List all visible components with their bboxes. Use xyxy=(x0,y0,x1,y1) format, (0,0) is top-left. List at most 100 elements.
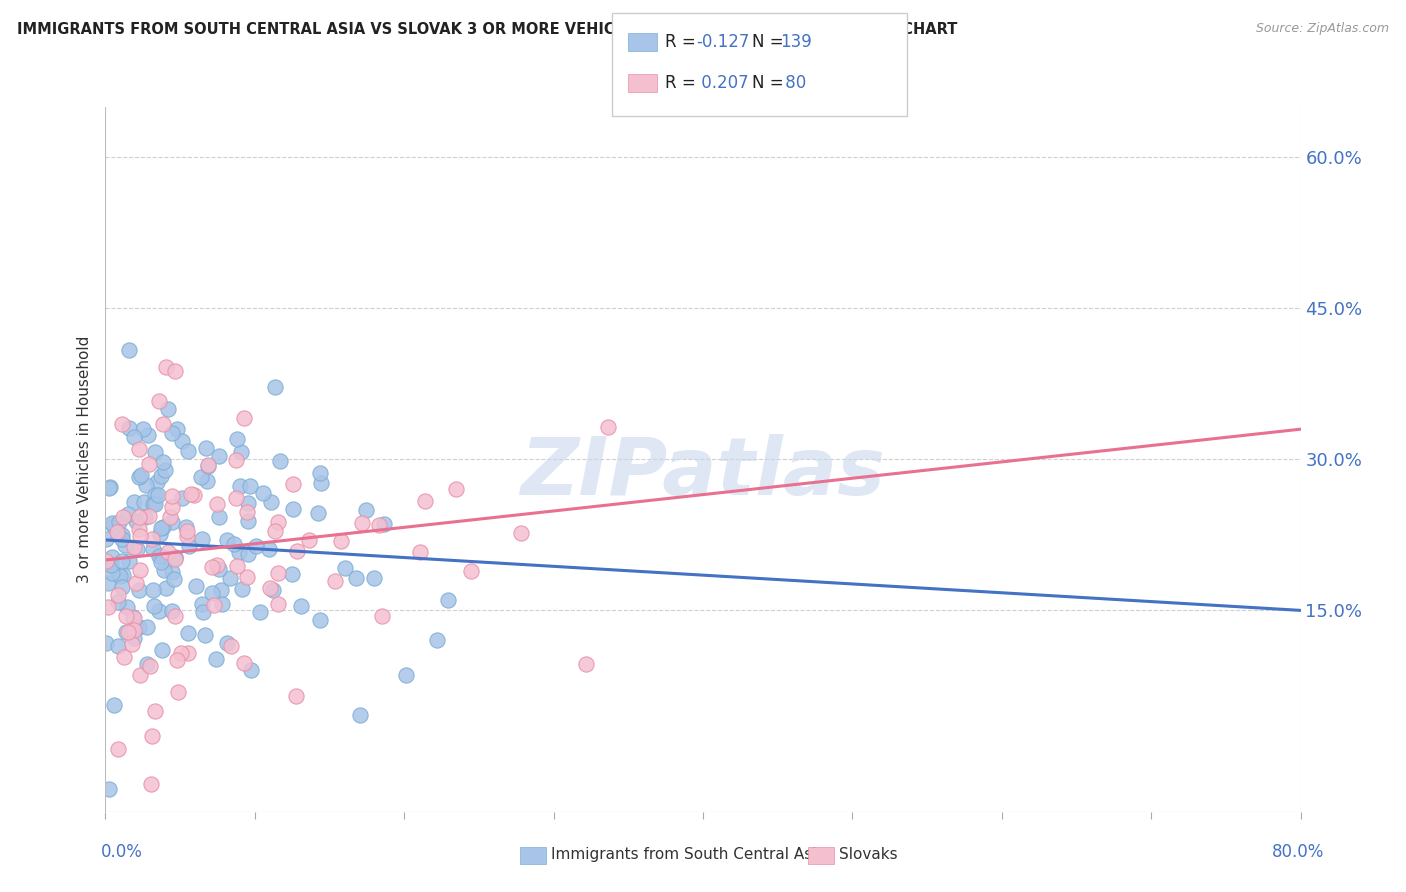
Point xyxy=(100,549,122,564)
Point xyxy=(236,515,259,529)
Point xyxy=(436,593,458,607)
Point xyxy=(202,598,225,612)
Point xyxy=(141,729,163,743)
Point xyxy=(107,515,129,529)
Point xyxy=(575,657,598,671)
Point xyxy=(349,708,371,723)
Point xyxy=(252,485,274,500)
Point xyxy=(197,458,219,473)
Point xyxy=(136,657,159,671)
Point xyxy=(156,545,179,559)
Point xyxy=(211,598,233,612)
Point xyxy=(124,495,146,509)
Point xyxy=(145,496,167,510)
Point xyxy=(107,595,129,609)
Point xyxy=(94,636,117,650)
Point xyxy=(177,626,200,640)
Point xyxy=(150,555,173,569)
Point xyxy=(112,649,135,664)
Point xyxy=(153,462,176,476)
Point xyxy=(101,516,124,531)
Point xyxy=(309,613,332,627)
Point xyxy=(122,541,145,555)
Point xyxy=(122,609,145,624)
Point xyxy=(225,491,247,505)
Point xyxy=(143,599,166,613)
Point xyxy=(235,570,257,584)
Point xyxy=(107,742,129,756)
Point xyxy=(166,653,188,667)
Point xyxy=(112,568,135,582)
Point xyxy=(139,777,162,791)
Point xyxy=(281,502,304,516)
Point xyxy=(191,532,214,546)
Point xyxy=(176,529,198,543)
Point xyxy=(215,533,238,547)
Point xyxy=(180,487,202,501)
Text: N =: N = xyxy=(752,74,789,92)
Point xyxy=(307,506,329,520)
Point xyxy=(191,597,214,611)
Point xyxy=(373,516,395,531)
Point xyxy=(235,506,257,520)
Point xyxy=(107,528,129,542)
Text: -0.127: -0.127 xyxy=(696,33,749,51)
Point xyxy=(257,542,280,557)
Point xyxy=(197,458,219,473)
Point xyxy=(101,517,124,532)
Point xyxy=(149,521,172,535)
Point xyxy=(111,580,134,594)
Point xyxy=(281,477,304,491)
Point xyxy=(184,579,207,593)
Point xyxy=(152,455,174,469)
Point xyxy=(218,571,240,585)
Point xyxy=(103,698,125,713)
Point xyxy=(166,422,188,436)
Point xyxy=(510,525,533,540)
Point xyxy=(238,496,260,510)
Point xyxy=(122,429,145,443)
Y-axis label: 3 or more Vehicles in Household: 3 or more Vehicles in Household xyxy=(76,335,91,583)
Point xyxy=(117,624,139,639)
Text: N =: N = xyxy=(752,33,789,51)
Text: 80.0%: 80.0% xyxy=(1272,843,1324,861)
Point xyxy=(128,522,150,536)
Point xyxy=(148,604,170,618)
Point xyxy=(298,533,321,547)
Point xyxy=(146,475,169,489)
Point xyxy=(228,545,250,559)
Point xyxy=(114,538,136,552)
Point xyxy=(128,620,150,634)
Point xyxy=(107,588,129,602)
Text: 139: 139 xyxy=(780,33,813,51)
Point xyxy=(176,443,198,458)
Point xyxy=(205,652,228,666)
Point xyxy=(149,469,172,483)
Point xyxy=(143,704,166,718)
Point xyxy=(269,454,291,468)
Point xyxy=(98,480,121,494)
Point xyxy=(122,610,145,624)
Point xyxy=(150,642,173,657)
Point xyxy=(267,597,290,611)
Point xyxy=(225,559,247,574)
Point xyxy=(162,573,184,587)
Point xyxy=(115,609,138,624)
Point xyxy=(135,620,157,634)
Point xyxy=(98,482,121,496)
Point xyxy=(231,445,253,459)
Point xyxy=(363,572,385,586)
Point xyxy=(170,434,193,448)
Point xyxy=(179,539,201,553)
Point xyxy=(152,417,174,432)
Point xyxy=(259,581,281,595)
Point xyxy=(267,566,290,581)
Point xyxy=(208,562,231,576)
Point xyxy=(138,427,160,442)
Point xyxy=(249,606,271,620)
Text: IMMIGRANTS FROM SOUTH CENTRAL ASIA VS SLOVAK 3 OR MORE VEHICLES IN HOUSEHOLD COR: IMMIGRANTS FROM SOUTH CENTRAL ASIA VS SL… xyxy=(17,22,957,37)
Point xyxy=(108,568,131,582)
Point xyxy=(163,549,186,564)
Point xyxy=(208,449,231,463)
Point xyxy=(264,524,287,538)
